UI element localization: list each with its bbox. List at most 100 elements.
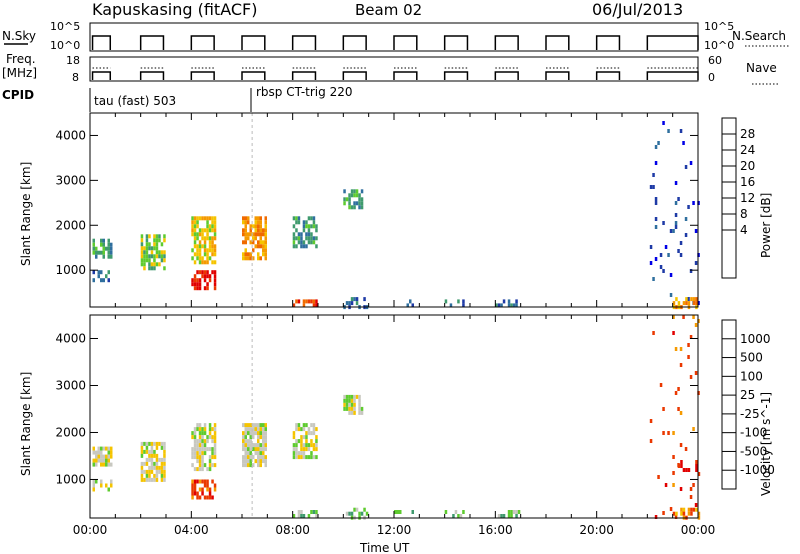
range-gate-cell [145,469,149,474]
range-gate-cell [196,443,199,448]
range-gate-cell [206,447,209,452]
range-gate-cell [193,451,197,456]
range-gate-cell [687,297,690,301]
range-gate-cell [155,242,159,247]
range-gate-cell [315,443,318,448]
range-gate-cell [150,465,154,470]
range-gate-cell [259,451,262,456]
range-gate-cell [244,427,247,432]
range-gate-cell [211,240,214,245]
range-gate-cell [300,451,303,456]
range-gate-cell [350,297,354,302]
range-gate-cell [92,242,95,247]
range-gate-cell [196,270,199,275]
range-gate-cell [110,479,113,484]
range-gate-cell [295,427,298,432]
range-gate-cell [155,477,159,482]
range-gate-cell [679,253,683,257]
range-gate-cell [247,216,250,221]
x-tick-label: 16:00 [478,523,513,537]
range-gate-cell [360,205,364,210]
range-gate-cell [211,260,214,265]
range-gate-cell [259,443,262,448]
range-gate-cell [674,391,678,395]
range-gate-cell [259,224,262,229]
range-gate-cell [302,423,306,428]
range-gate-cell [201,435,204,440]
range-gate-cell [143,449,146,454]
range-gate-cell [345,511,349,516]
range-gate-cell [249,459,252,464]
range-gate-cell [669,229,673,233]
range-gate-cell [191,228,194,233]
range-gate-cell [193,252,197,257]
range-gate-cell [350,205,354,210]
range-gate-cell [510,514,513,518]
range-gate-cell [295,299,298,304]
range-gate-cell [150,469,154,474]
range-gate-cell [201,487,204,492]
range-gate-cell [158,234,161,239]
range-gate-cell [312,240,316,245]
range-gate-cell [242,232,245,237]
range-gate-cell [208,447,212,452]
range-gate-cell [517,510,521,514]
range-gate-cell [300,443,303,448]
range-gate-cell [100,450,103,455]
range-gate-cell [358,201,361,206]
date-title: 06/Jul/2013 [592,0,683,19]
range-gate-cell [244,228,247,233]
range-gate-cell [305,435,308,440]
range-gate-cell [307,224,311,229]
range-gate-cell [264,244,267,249]
range-gate-cell [196,427,199,432]
range-gate-cell [345,398,349,403]
range-gate-cell [302,299,306,304]
range-gate-cell [206,483,209,488]
range-gate-cell [292,435,296,440]
range-gate-cell [193,220,197,225]
y-tick-label: 1000 [55,263,86,277]
range-gate-cell [652,185,655,189]
range-gate-cell [358,410,361,415]
range-gate-cell [213,232,217,237]
range-gate-cell [652,173,655,177]
range-gate-cell [155,445,159,450]
range-gate-cell [257,439,260,444]
range-gate-cell [193,278,197,283]
range-gate-cell [674,225,678,229]
range-gate-cell [257,224,260,229]
range-gate-cell [92,462,95,467]
range-gate-cell [198,455,202,460]
range-gate-cell [348,205,351,210]
range-gate-cell [213,228,217,233]
range-gate-cell [348,394,351,399]
range-gate-cell [140,469,144,474]
range-gate-cell [353,394,356,399]
range-gate-cell [163,445,166,450]
range-gate-cell [305,232,308,237]
range-gate-cell [295,423,298,428]
nave-tick-high: 60 [708,54,722,67]
range-gate-cell [163,453,166,458]
cpid-program-2: rbsp CT-trig 220 [256,85,352,99]
range-gate-cell [667,431,670,435]
range-gate-cell [247,443,250,448]
range-gate-cell [208,459,212,464]
range-gate-cell [198,435,202,440]
range-gate-cell [247,431,250,436]
range-gate-cell [315,514,318,518]
range-gate-cell [687,511,691,516]
range-gate-cell [213,286,217,291]
range-gate-cell [92,270,95,275]
range-gate-cell [252,447,255,452]
range-gate-cell [348,398,351,403]
range-gate-cell [110,254,113,259]
range-gate-cell [409,299,412,304]
range-gate-cell [672,331,675,335]
range-gate-cell [206,467,209,472]
range-gate-cell [191,224,194,229]
colorbar-tick-label: 12 [740,191,755,205]
range-gate-cell [158,254,161,259]
range-gate-cell [193,479,197,484]
